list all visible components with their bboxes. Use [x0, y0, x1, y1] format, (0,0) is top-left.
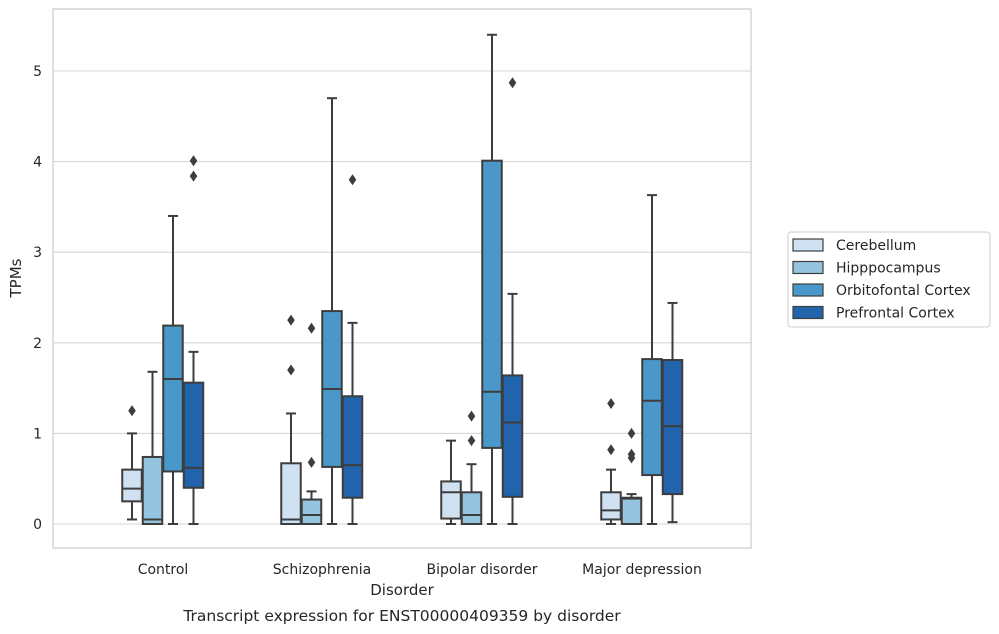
iqr-box — [460, 491, 483, 526]
outlier-point — [128, 405, 136, 417]
box-hipppocampus-2 — [460, 410, 483, 526]
iqr-box — [501, 374, 524, 498]
box-hipppocampus-0 — [141, 370, 164, 525]
legend-label-3: Prefrontal Cortex — [836, 306, 955, 322]
box-cerebellum-1 — [280, 314, 302, 526]
x-tick-labels: Control Schizophrenia Bipolar disorder Majo… — [138, 562, 702, 578]
iqr-box — [620, 496, 643, 526]
outlier-point — [467, 410, 476, 422]
iqr-box — [440, 480, 462, 520]
outlier-point — [307, 456, 316, 468]
legend: Cerebellum Hipppocampus Orbitofontal Corte… — [787, 231, 991, 328]
legend-label-2: Orbitofontal Cortex — [836, 283, 971, 299]
outlier-point — [189, 155, 198, 167]
y-tick-label-0: 0 — [33, 517, 42, 533]
outlier-point — [307, 322, 316, 334]
x-tick-label-bipolar-disorder: Bipolar disorder — [426, 562, 537, 578]
box-hipppocampus-1 — [300, 322, 323, 525]
legend-label-0: Cerebellum — [836, 238, 916, 254]
outlier-point — [287, 314, 295, 326]
y-tick-label-2: 2 — [33, 336, 42, 352]
iqr-box — [162, 324, 184, 473]
iqr-box — [182, 381, 205, 489]
boxes — [121, 33, 684, 526]
outlier-point — [467, 435, 476, 447]
outlier-point — [189, 170, 198, 182]
x-tick-label-schizophrenia: Schizophrenia — [273, 562, 371, 578]
box-cerebellum-3 — [600, 398, 622, 525]
box-orbitofontal-cortex-2 — [481, 33, 503, 525]
iqr-box — [121, 468, 143, 503]
box-cerebellum-0 — [121, 405, 143, 521]
y-axis-label: TPMs — [7, 258, 25, 298]
iqr-box — [341, 395, 364, 499]
x-axis-label: Disorder — [370, 581, 434, 599]
box-prefrontal-cortex-2 — [501, 77, 524, 525]
outlier-point — [508, 77, 517, 89]
iqr-box — [141, 455, 164, 525]
outlier-point — [348, 174, 357, 186]
iqr-box — [481, 159, 503, 449]
box-orbitofontal-cortex-0 — [162, 214, 184, 525]
iqr-box — [641, 358, 663, 477]
outlier-point — [607, 398, 615, 410]
y-tick-label-1: 1 — [33, 426, 42, 442]
box-prefrontal-cortex-1 — [341, 174, 364, 525]
legend-label-1: Hipppocampus — [836, 261, 941, 277]
y-tick-label-4: 4 — [33, 155, 42, 171]
iqr-box — [300, 498, 323, 525]
y-tick-label-5: 5 — [33, 64, 42, 80]
box-cerebellum-2 — [440, 439, 462, 525]
box-orbitofontal-cortex-3 — [641, 194, 663, 525]
box-hipppocampus-3 — [620, 427, 643, 526]
outlier-point — [607, 444, 615, 456]
outlier-point — [287, 364, 295, 376]
legend-swatch-1 — [792, 260, 824, 275]
box-prefrontal-cortex-3 — [661, 301, 684, 524]
x-tick-label-control: Control — [138, 562, 189, 578]
legend-swatch-0 — [792, 238, 824, 252]
chart-caption: Transcript expression for ENST0000040935… — [182, 607, 621, 625]
iqr-box — [600, 491, 622, 521]
box-orbitofontal-cortex-1 — [321, 97, 343, 525]
legend-swatch-2 — [792, 283, 824, 297]
plot-frame — [52, 8, 752, 549]
outlier-point — [627, 427, 636, 439]
legend-frame — [787, 231, 991, 328]
iqr-box — [280, 462, 302, 526]
box-prefrontal-cortex-0 — [182, 155, 205, 525]
outlier-point — [627, 448, 636, 460]
y-tick-labels: 0 1 2 3 4 5 — [33, 64, 42, 533]
y-tick-label-3: 3 — [33, 245, 42, 261]
x-tick-label-major-depression: Major depression — [582, 562, 702, 578]
legend-swatch-3 — [792, 305, 824, 320]
